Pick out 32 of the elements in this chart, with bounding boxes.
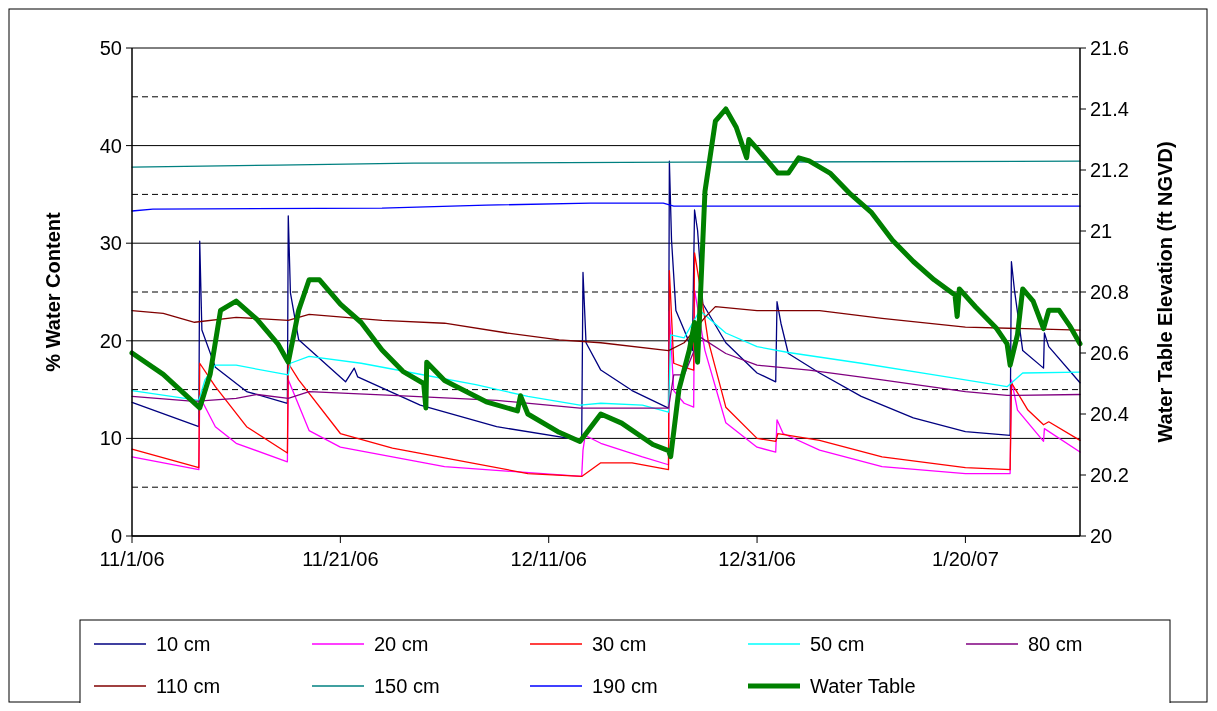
x-tick-label: 12/11/06 [510, 548, 587, 570]
y-tick-label: 40 [99, 134, 122, 157]
y2-tick-label: 21.4 [1090, 98, 1129, 120]
x-tick-label: 11/21/06 [302, 548, 379, 570]
legend-label: 50 cm [810, 633, 865, 655]
y2-tick-label: 20.4 [1090, 403, 1129, 425]
legend-label: 110 cm [156, 675, 221, 697]
legend-label: 150 cm [374, 675, 440, 697]
y-tick-label: 10 [99, 427, 122, 450]
y2-tick-label: 20.8 [1090, 281, 1129, 303]
x-tick-label: 11/1/06 [99, 548, 165, 570]
legend-label: 10 cm [156, 633, 211, 655]
y-axis-title: % Water Content [42, 212, 64, 372]
y2-tick-label: 21.6 [1090, 37, 1129, 59]
y-tick-label: 0 [110, 525, 122, 547]
y2-tick-label: 21 [1090, 220, 1113, 242]
y-tick-label: 30 [99, 232, 122, 255]
y-tick-label: 50 [99, 37, 122, 59]
y2-tick-label: 21.2 [1090, 159, 1129, 181]
legend-label: 80 cm [1028, 633, 1083, 655]
y2-axis-title: Water Table Elevation (ft NGVD) [1154, 141, 1176, 443]
y2-tick-label: 20.6 [1090, 342, 1129, 364]
y2-tick-label: 20.2 [1090, 464, 1129, 486]
y2-tick-label: 20 [1090, 525, 1113, 547]
x-tick-label: 12/31/06 [718, 548, 796, 570]
legend-label: 190 cm [592, 675, 658, 697]
line-series [131, 202, 1081, 212]
legend-label: 30 cm [592, 633, 647, 655]
legend-label: Water Table [810, 675, 916, 697]
x-tick-label: 1/20/07 [932, 548, 999, 570]
legend-label: 20 cm [374, 633, 429, 655]
y-tick-label: 20 [99, 329, 122, 352]
